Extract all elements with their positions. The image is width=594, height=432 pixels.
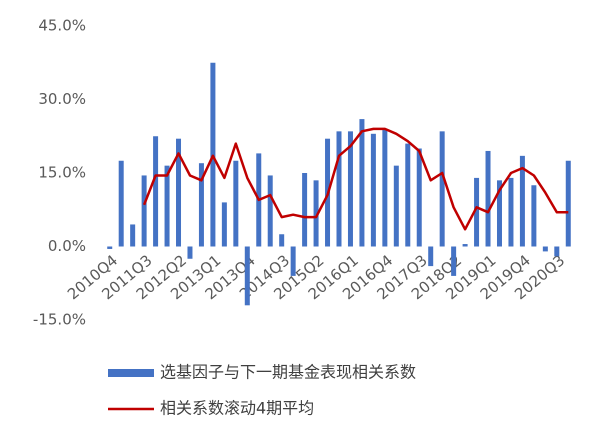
legend-swatch: [108, 369, 154, 377]
bar: [531, 185, 537, 247]
bar: [393, 165, 399, 247]
bar: [141, 175, 147, 247]
bar: [164, 165, 170, 247]
bar: [496, 180, 502, 247]
bar: [118, 160, 124, 247]
bar: [153, 136, 159, 247]
bar: [359, 119, 365, 247]
bar: [198, 163, 204, 247]
bar: [347, 131, 353, 247]
bar: [474, 177, 480, 247]
bar: [382, 128, 388, 247]
bar: [508, 177, 514, 247]
bar: [279, 234, 285, 247]
y-tick-label: 0.0%: [48, 237, 86, 255]
bar: [439, 131, 445, 247]
bar: [187, 246, 193, 259]
bar: [267, 175, 273, 247]
bar: [554, 246, 560, 257]
bar: [302, 173, 308, 247]
legend-label: 相关系数滚动4期平均: [160, 399, 314, 418]
bar: [485, 150, 491, 247]
bar: [519, 155, 525, 247]
bar: [370, 133, 376, 247]
legend-label: 选基因子与下一期基金表现相关系数: [160, 363, 416, 382]
bar: [542, 246, 548, 252]
bar: [462, 244, 468, 247]
bar: [176, 138, 182, 247]
bar: [428, 246, 434, 267]
y-tick-label: -15.0%: [33, 311, 86, 329]
bar: [451, 246, 457, 276]
bar: [221, 202, 227, 247]
bar: [405, 143, 411, 247]
bar: [416, 148, 422, 247]
y-tick-label: 15.0%: [38, 164, 86, 182]
bar: [336, 131, 342, 247]
bar: [233, 160, 239, 247]
y-tick-label: 45.0%: [38, 17, 86, 35]
bar: [130, 224, 136, 247]
y-tick-label: 30.0%: [38, 90, 86, 108]
bar: [313, 180, 319, 247]
bar: [565, 160, 571, 247]
bar: [244, 246, 250, 306]
line: [142, 127, 569, 231]
bar: [107, 246, 113, 249]
bar: [290, 246, 296, 276]
